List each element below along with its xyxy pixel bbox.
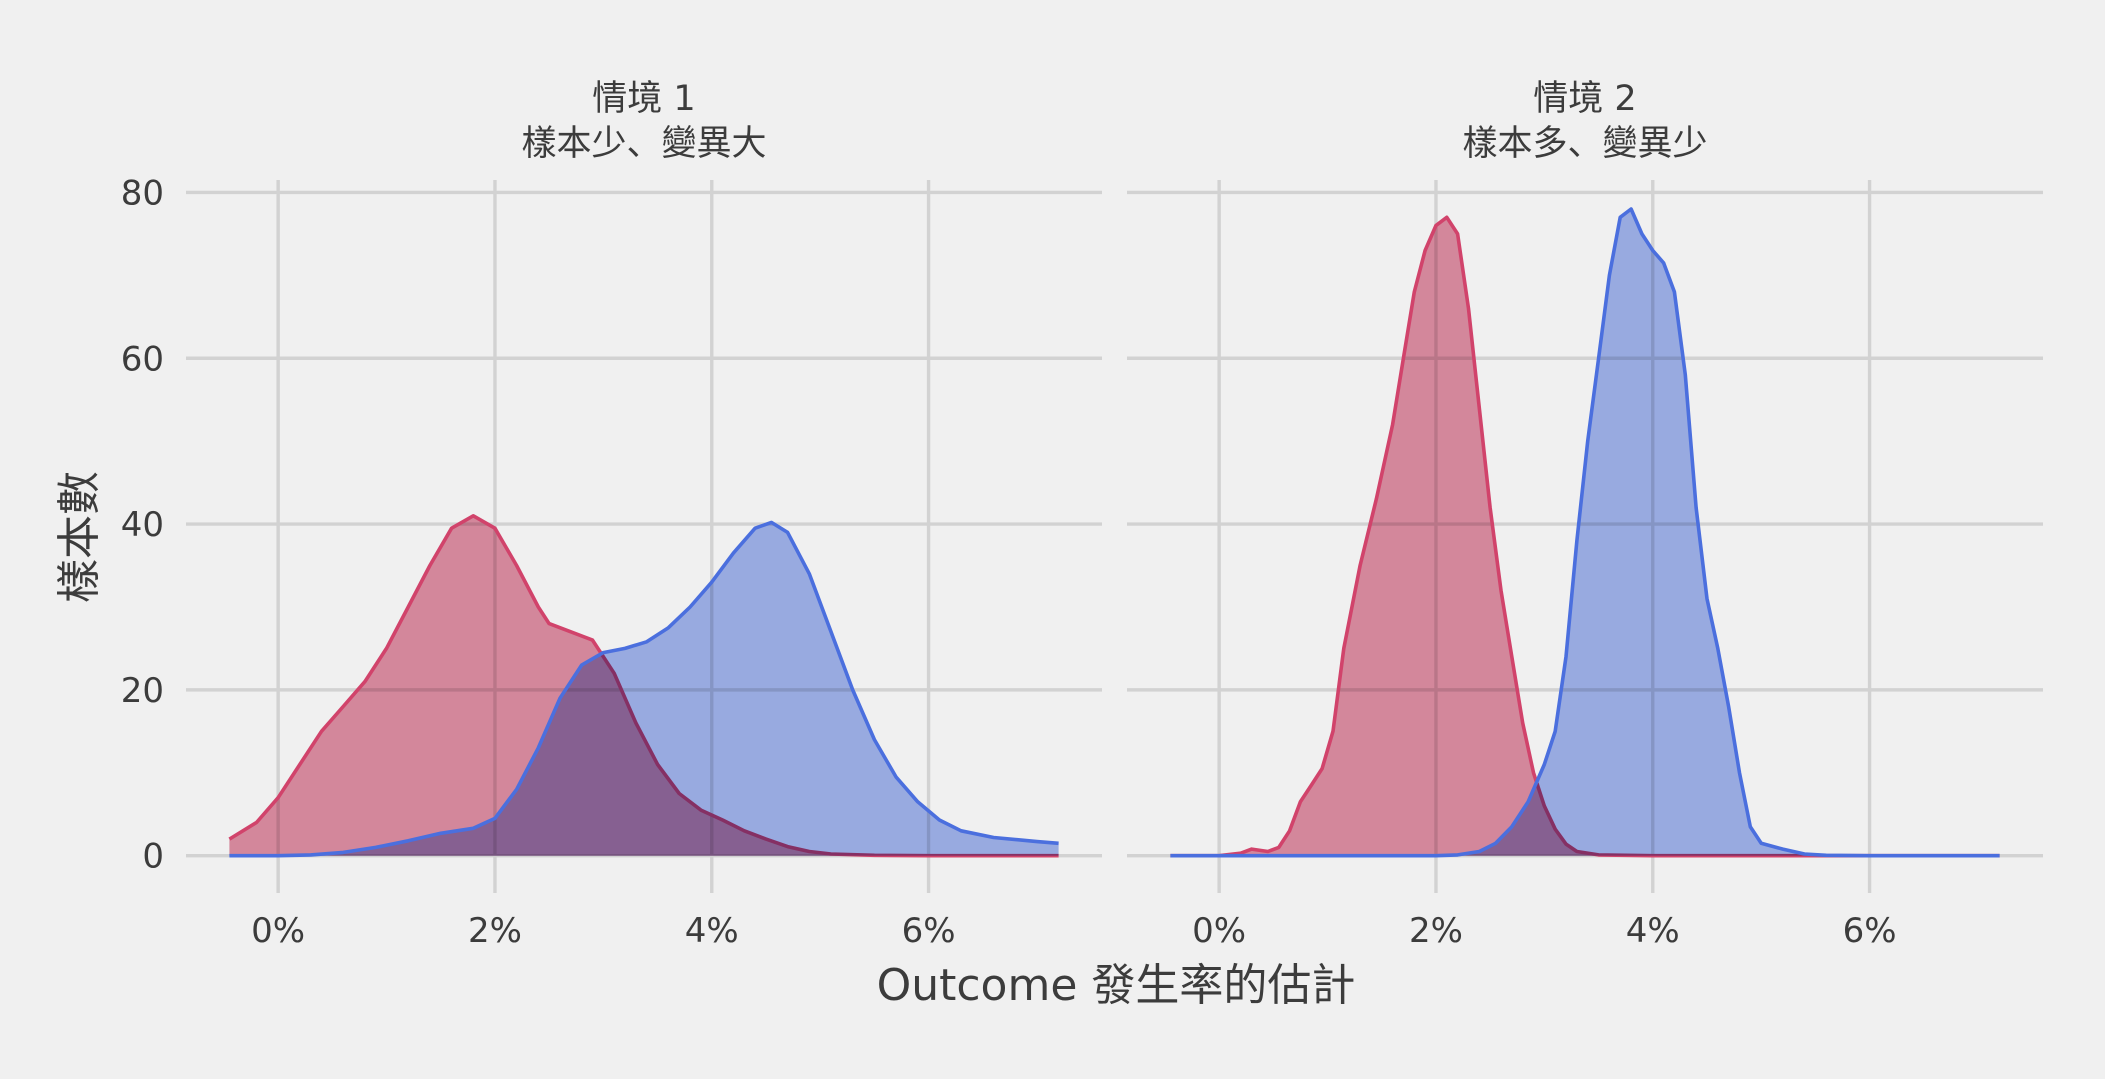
x-tick-label: 2% <box>1409 911 1463 951</box>
x-tick-label: 0% <box>1192 911 1246 951</box>
y-tick-label: 0 <box>142 837 164 877</box>
panel-scenario-2: 0% 2% 4% 6% 情境 2 樣本多、變異少 <box>1127 79 2043 951</box>
density-line-blue <box>229 520 1059 858</box>
y-axis-title: 樣本數 <box>54 471 105 603</box>
density-area-blue <box>229 522 1059 856</box>
y-tick-label: 80 <box>121 173 164 213</box>
density-area-blue <box>1170 209 2000 856</box>
facet-title-line2: 樣本多、變異少 <box>1462 124 1707 164</box>
facet-title-line1: 情境 1 <box>592 79 695 119</box>
axis-titles: Outcome 發生率的估計 樣本數 <box>54 471 1355 1011</box>
x-tick-label: 6% <box>902 911 956 951</box>
density-area-red <box>229 515 1059 856</box>
facet-title-line1: 情境 2 <box>1533 79 1636 119</box>
density-area-red <box>1170 217 2000 856</box>
x-tick-label: 0% <box>251 911 305 951</box>
y-tick-label: 20 <box>121 671 164 711</box>
x-tick-label: 4% <box>1626 911 1680 951</box>
y-tick-label: 40 <box>121 505 164 545</box>
panel-scenario-1: 0 20 40 60 80 0% 2% 4% 6% 情境 1 樣本少、變異大 <box>121 79 1102 951</box>
x-tick-label: 6% <box>1843 911 1897 951</box>
x-axis-title: Outcome 發生率的估計 <box>877 960 1356 1011</box>
y-tick-label: 60 <box>121 339 164 379</box>
facet-title-line2: 樣本少、變異大 <box>521 124 766 164</box>
x-tick-label: 2% <box>468 911 522 951</box>
density-line-blue <box>1170 207 2000 858</box>
x-tick-label: 4% <box>685 911 739 951</box>
